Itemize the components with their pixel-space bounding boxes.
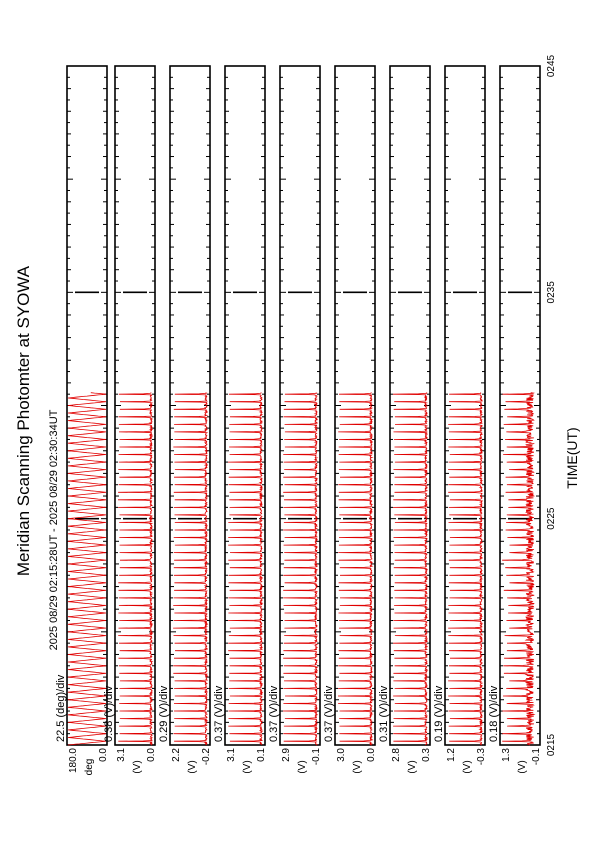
y-max-label: 1.3 <box>501 748 512 762</box>
y-min-label: -0.1 <box>531 748 542 766</box>
scale-label: 0.19 (V)/div <box>433 685 445 742</box>
panel-9: 1.3 -0.1(V) 0.18 (V)/div <box>488 65 542 774</box>
panel-3: 2.2 -0.2(V) 0.29 (V)/div <box>158 65 212 774</box>
series-line <box>67 392 107 746</box>
x-tick-label: 0215 <box>546 733 557 756</box>
series-line <box>282 392 319 746</box>
x-axis-label: TIME(UT) <box>564 427 580 488</box>
units-label: (V) <box>242 760 253 773</box>
x-tick-label: 0225 <box>546 507 557 530</box>
y-min-label: -0.1 <box>311 748 322 766</box>
units-label: (V) <box>132 760 143 773</box>
panel-5: 2.9 -0.1(V) 0.37 (V)/div <box>268 65 322 774</box>
scale-label: 0.38 (V)/div <box>103 685 115 742</box>
y-max-label: 3.1 <box>116 748 127 762</box>
series-line <box>173 392 209 746</box>
y-min-label: 0.1 <box>256 748 267 762</box>
series-line <box>502 392 536 746</box>
panel-8: 1.2 -0.3(V) 0.19 (V)/div <box>433 65 487 774</box>
units-label: (V) <box>352 760 363 773</box>
scale-label: 22.5 (deg)/div <box>55 674 67 742</box>
y-max-label: 2.9 <box>281 748 292 762</box>
y-max-label: 2.2 <box>171 748 182 762</box>
chart-subtitle: 2025 08/29 02:15:28UT - 2025 08/29 02:30… <box>48 409 60 650</box>
y-max-label: 2.8 <box>391 748 402 762</box>
series-line <box>117 392 154 746</box>
scale-label: 0.37 (V)/div <box>323 685 335 742</box>
x-tick-label: 0235 <box>546 281 557 304</box>
scale-label: 0.37 (V)/div <box>268 685 280 742</box>
scale-label: 0.29 (V)/div <box>158 685 170 742</box>
units-label: (V) <box>407 760 418 773</box>
y-min-label: 0.0 <box>366 748 377 762</box>
y-min-label: 0.0 <box>146 748 157 762</box>
series-line <box>337 392 374 746</box>
scale-label: 0.18 (V)/div <box>488 685 500 742</box>
panel-2: 3.1 0.0(V) 0.38 (V)/div <box>103 65 157 774</box>
y-min-label: 0.0 <box>98 748 109 762</box>
units-label: (V) <box>297 760 308 773</box>
y-min-label: 0.3 <box>421 748 432 762</box>
series-line <box>227 392 264 746</box>
y-max-label: 3.0 <box>336 748 347 762</box>
scale-label: 0.31 (V)/div <box>378 685 390 742</box>
y-max-label: 180.0 <box>68 748 79 773</box>
units-label: (V) <box>462 760 473 773</box>
panel-7: 2.8 0.3(V) 0.31 (V)/div <box>378 65 432 774</box>
units-label: (V) <box>187 760 198 773</box>
units-label: deg <box>84 759 95 776</box>
chart-title: Meridian Scanning Photomter at SYOWA <box>14 265 33 576</box>
y-max-label: 1.2 <box>446 748 457 762</box>
x-tick-label: 0245 <box>546 54 557 77</box>
y-min-label: -0.2 <box>201 748 212 766</box>
series-line <box>448 392 484 746</box>
series-line <box>392 392 429 746</box>
y-max-label: 3.1 <box>226 748 237 762</box>
y-min-label: -0.3 <box>476 748 487 766</box>
units-label: (V) <box>517 760 528 773</box>
panel-4: 3.1 0.1(V) 0.37 (V)/div <box>213 65 267 774</box>
panel-6: 3.0 0.0(V) 0.37 (V)/div <box>323 65 377 774</box>
scale-label: 0.37 (V)/div <box>213 685 225 742</box>
